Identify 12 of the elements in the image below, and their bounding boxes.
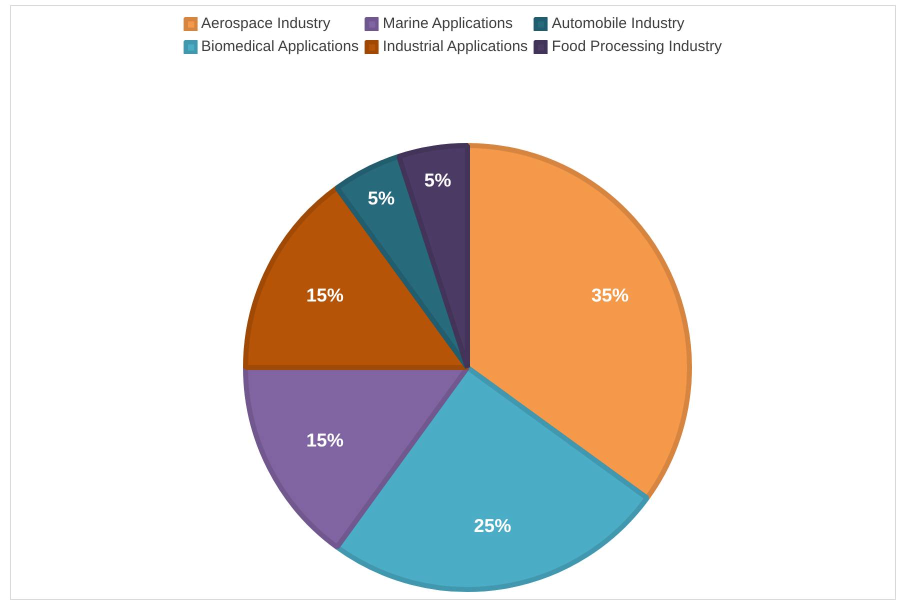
data-label: 15% — [306, 284, 344, 306]
data-label: 5% — [368, 188, 396, 209]
legend-label: Marine Applications — [382, 15, 513, 32]
legend-label: Aerospace Industry — [201, 15, 330, 32]
legend-label: Automobile Industry — [552, 15, 684, 32]
legend-label: Food Processing Industry — [552, 38, 722, 55]
data-label: 25% — [474, 515, 512, 536]
data-label: 5% — [424, 169, 452, 190]
legend-label: Industrial Applications — [382, 38, 528, 55]
legend-label: Biomedical Applications — [201, 38, 359, 55]
data-label: 35% — [591, 284, 630, 306]
data-label: 15% — [306, 430, 344, 451]
